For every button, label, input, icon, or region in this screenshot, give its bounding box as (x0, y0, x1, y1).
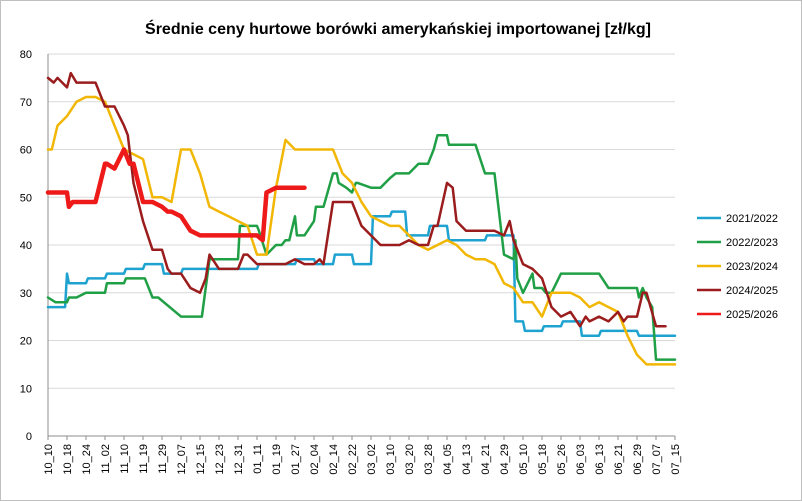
x-tick-label: 11_02 (100, 444, 112, 474)
y-axis-ticks: 0 10 20 30 40 50 60 70 80 (20, 49, 32, 443)
x-tick-label: 06_29 (632, 444, 644, 475)
y-tick-label: 30 (20, 288, 32, 300)
chart-title: Średnie ceny hurtowe borówki amerykański… (145, 19, 651, 38)
legend-label: 2022/2023 (726, 237, 778, 249)
x-tick-label: 01_11 (252, 444, 264, 474)
x-tick-label: 07_07 (651, 444, 663, 475)
series-line-5 (45, 147, 307, 243)
x-tick-label: 06_13 (594, 444, 606, 475)
series-line-3 (46, 95, 677, 366)
x-tick-label: 04_29 (499, 444, 511, 475)
y-tick-label: 10 (20, 383, 32, 395)
y-tick-label: 20 (20, 336, 32, 348)
x-tick-label: 12_15 (195, 444, 207, 475)
x-tick-label: 11_29 (157, 444, 169, 474)
y-tick-label: 80 (20, 49, 32, 61)
legend-label: 2021/2022 (726, 213, 778, 225)
x-tick-label: 03_28 (423, 444, 435, 475)
x-tick-label: 12_07 (176, 444, 188, 475)
x-tick-label: 05_10 (518, 444, 530, 475)
x-tick-label: 10_10 (43, 444, 55, 475)
x-tick-label: 12_31 (233, 444, 245, 475)
y-tick-label: 70 (20, 97, 32, 109)
x-tick-label: 10_24 (81, 444, 93, 475)
x-tick-label: 02_14 (328, 444, 340, 475)
gridlines (47, 53, 675, 437)
x-tick-label: 03_02 (366, 444, 378, 475)
x-tick-label: 05_18 (537, 444, 549, 475)
x-tick-label: 02_22 (347, 444, 359, 475)
y-tick-label: 50 (20, 192, 32, 204)
x-tick-label: 01_27 (290, 444, 302, 475)
x-tick-label: 06_03 (575, 444, 587, 475)
x-tick-label: 04_05 (442, 444, 454, 475)
x-tick-label: 06_21 (613, 444, 625, 475)
x-tick-label: 01_19 (271, 444, 283, 475)
x-tick-label: 04_21 (480, 444, 492, 475)
y-tick-label: 40 (20, 240, 32, 252)
x-tick-label: 04_13 (461, 444, 473, 475)
x-tick-label: 03_20 (404, 444, 416, 475)
x-tick-label: 07_15 (670, 444, 682, 475)
y-tick-label: 0 (26, 431, 32, 443)
x-tick-label: 12_23 (214, 444, 226, 475)
x-tick-label: 11_10 (119, 444, 131, 474)
series-line-2 (46, 133, 677, 361)
x-axis-ticks: 10_10 10_18 10_24 11_02 11_10 11_19 11_29 12_07… (43, 436, 682, 475)
x-tick-label: 11_19 (138, 444, 150, 474)
series-line-4 (46, 71, 667, 328)
x-tick-label: 10_18 (62, 444, 74, 475)
legend: 2021/2022 2022/2023 2023/2024 2024/2025 2025… (697, 213, 778, 321)
legend-label: 2024/2025 (726, 285, 778, 297)
series-line-1 (46, 210, 677, 337)
y-tick-label: 60 (20, 145, 32, 157)
x-tick-label: 03_10 (385, 444, 397, 475)
x-tick-label: 05_26 (556, 444, 568, 475)
legend-label: 2025/2026 (726, 309, 778, 321)
legend-label: 2023/2024 (726, 261, 778, 273)
series-lines (45, 71, 677, 366)
x-tick-label: 02_04 (309, 444, 321, 475)
